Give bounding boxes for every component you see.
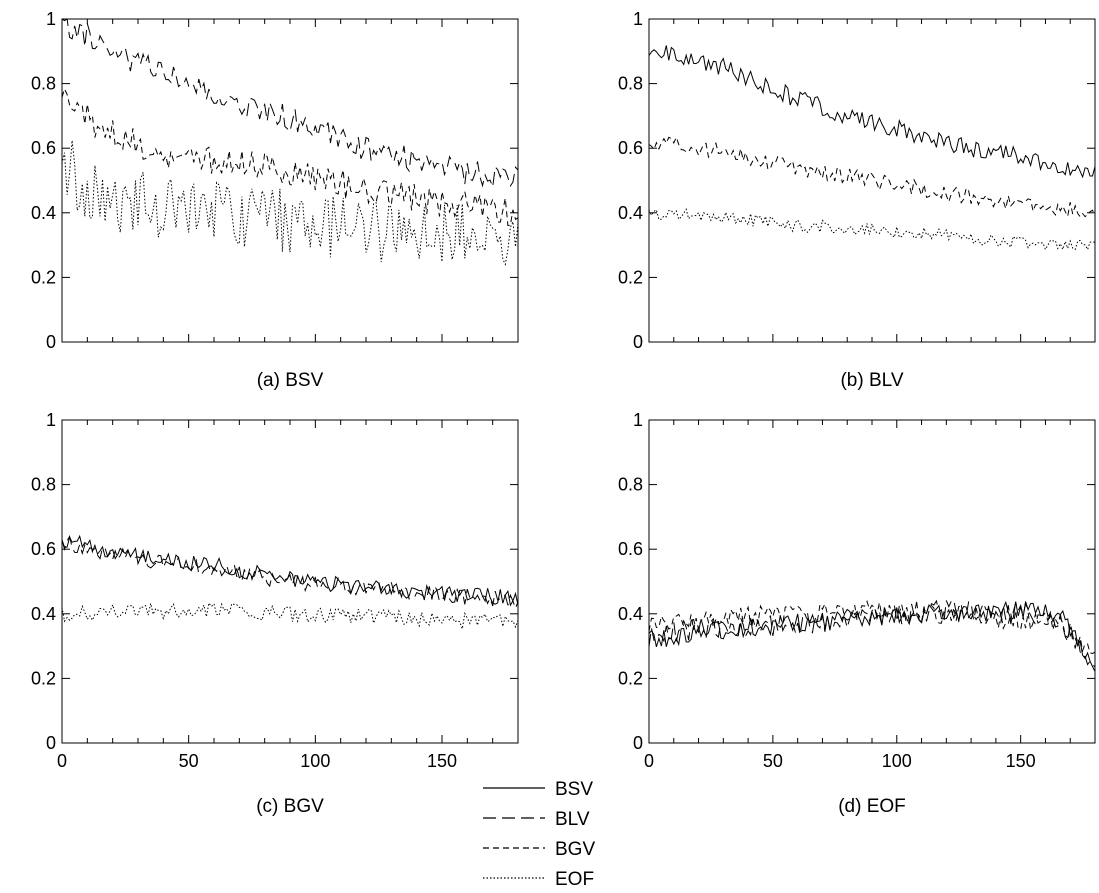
y-tick-label: 0.6 xyxy=(618,138,643,158)
x-tick-label: 0 xyxy=(57,751,67,771)
y-tick-label: 0.6 xyxy=(618,539,643,559)
series-line-eof xyxy=(649,208,1095,251)
legend: BSV BLV BGV EOF xyxy=(483,779,595,890)
plot-frame xyxy=(648,18,1096,343)
legend-label-bsv: BSV xyxy=(555,779,593,800)
panel-caption: (c) BGV xyxy=(256,796,324,817)
panel-c-bgv: 0 0.2 0.4 0.6 0.8 1 0 50 100 150 (c) BGV xyxy=(31,410,519,817)
series-line-bgv xyxy=(62,87,518,227)
x-tick-label: 150 xyxy=(1006,751,1036,771)
y-tick-label: 0.2 xyxy=(618,267,643,287)
y-tick-label: 0.4 xyxy=(31,203,56,223)
series-line-bgv xyxy=(649,599,1095,655)
x-tick-label: 150 xyxy=(427,751,457,771)
series-line-blv xyxy=(62,534,518,610)
y-tick-label: 1 xyxy=(633,9,643,29)
y-tick-label: 0.2 xyxy=(618,668,643,688)
x-tick-label: 0 xyxy=(644,751,654,771)
x-tick-label: 100 xyxy=(300,751,330,771)
plot-frame xyxy=(61,419,519,744)
y-tick-label: 1 xyxy=(46,9,56,29)
panel-b-blv: 0 0.2 0.4 0.6 0.8 1 (b) BLV xyxy=(618,9,1096,391)
plot-frame xyxy=(61,18,519,343)
series-line-bgv xyxy=(649,135,1095,218)
x-tick-label: 100 xyxy=(882,751,912,771)
y-tick-label: 0.4 xyxy=(618,203,643,223)
legend-label-bgv: BGV xyxy=(555,839,595,860)
plot-frame xyxy=(648,419,1096,744)
y-tick-label: 0.2 xyxy=(31,267,56,287)
series-line-blv xyxy=(649,599,1095,668)
y-tick-label: 0 xyxy=(46,332,56,352)
panel-caption: (a) BSV xyxy=(257,370,324,391)
panel-d-eof: 0 0.2 0.4 0.6 0.8 1 0 50 100 150 (d) EOF xyxy=(618,410,1096,817)
x-tick-label: 50 xyxy=(179,751,199,771)
series-line-bsv xyxy=(649,45,1095,179)
panel-a-bsv: 0 0.2 0.4 0.6 0.8 1 (a) BSV xyxy=(31,9,519,391)
y-tick-label: 0.2 xyxy=(31,668,56,688)
y-tick-label: 0.4 xyxy=(31,604,56,624)
x-tick-label: 50 xyxy=(763,751,783,771)
legend-label-blv: BLV xyxy=(555,809,590,830)
y-tick-label: 0.8 xyxy=(31,475,56,495)
y-tick-label: 0.8 xyxy=(618,475,643,495)
y-tick-label: 0.4 xyxy=(618,604,643,624)
y-tick-label: 0 xyxy=(46,733,56,753)
y-tick-label: 0 xyxy=(633,733,643,753)
panel-caption: (b) BLV xyxy=(840,370,903,391)
panel-caption: (d) EOF xyxy=(838,796,906,817)
y-tick-label: 1 xyxy=(633,410,643,430)
y-tick-label: 0.6 xyxy=(31,138,56,158)
y-tick-label: 0 xyxy=(633,332,643,352)
y-tick-label: 0.8 xyxy=(31,74,56,94)
series-line-eof xyxy=(62,601,518,631)
series-line-blv xyxy=(62,19,518,188)
y-tick-label: 1 xyxy=(46,410,56,430)
series-line-bsv xyxy=(62,534,518,607)
legend-label-eof: EOF xyxy=(555,869,594,890)
y-tick-label: 0.6 xyxy=(31,539,56,559)
series-line-eof xyxy=(62,140,518,267)
y-tick-label: 0.8 xyxy=(618,74,643,94)
